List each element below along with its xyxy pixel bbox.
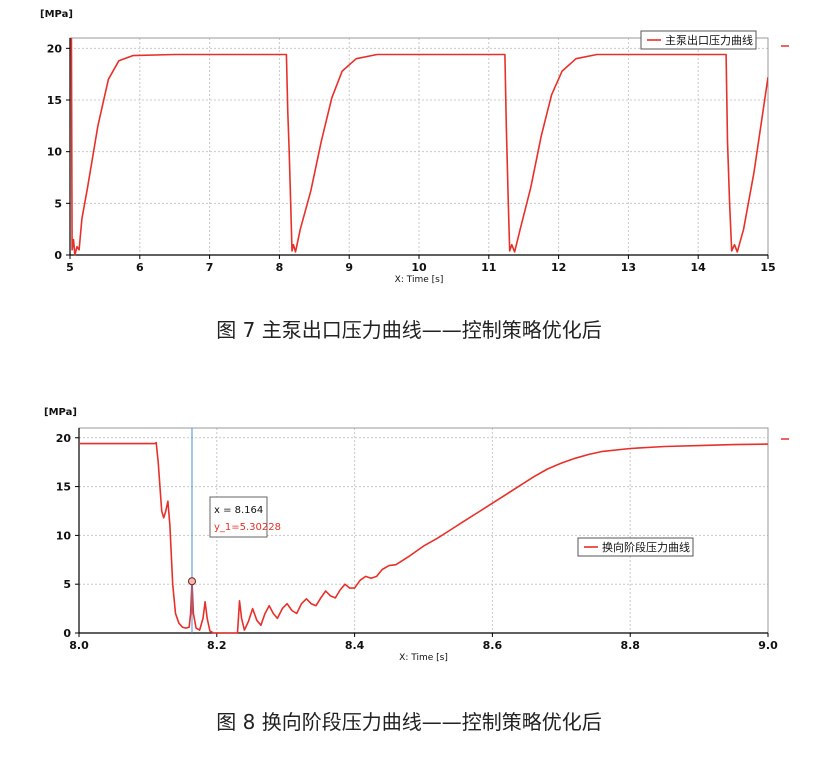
y-tick-label: 10 — [56, 529, 72, 542]
pressure-chart-switching-phase: 8.0 8.2 8.4 8.6 8.8 9.0 0 5 10 15 20 [MPa] X: Time [… — [0, 395, 818, 675]
figure-7-caption: 图 7 主泵出口压力曲线——控制策略优化后 — [216, 318, 602, 342]
series-line — [79, 441, 768, 634]
y-unit-label: [MPa] — [44, 407, 77, 418]
legend-label: 换向阶段压力曲线 — [602, 540, 690, 554]
plot-area — [79, 428, 768, 633]
x-tick-label: 8 — [276, 261, 284, 274]
cursor-y-readout: y_1=5.30228 — [214, 522, 281, 533]
x-tick-label: 7 — [206, 261, 214, 274]
x-tick-label: 8.8 — [620, 639, 640, 652]
x-axis-title: X: Time [s] — [395, 275, 444, 285]
y-tick-label: 10 — [47, 146, 63, 159]
x-tick-label: 10 — [411, 261, 427, 274]
x-tick-label: 8.4 — [345, 639, 365, 652]
cursor-readout-box — [209, 496, 268, 538]
x-tick-label: 9 — [345, 261, 353, 274]
x-tick-label: 8.2 — [207, 639, 227, 652]
x-tick-label: 9.0 — [758, 639, 778, 652]
legend-label: 主泵出口压力曲线 — [665, 33, 753, 47]
y-tick-label: 5 — [63, 578, 71, 591]
y-tick-label: 20 — [56, 432, 72, 445]
series-line — [70, 38, 768, 256]
x-tick-label: 6 — [136, 261, 144, 274]
x-tick-label: 14 — [691, 261, 707, 274]
cursor-x-readout: x = 8.164 — [214, 505, 263, 516]
figure-8-caption: 图 8 换向阶段压力曲线——控制策略优化后 — [216, 710, 602, 734]
x-tick-label: 5 — [66, 261, 74, 274]
x-tick-label: 11 — [481, 261, 496, 274]
series-group — [70, 38, 768, 256]
x-tick-label: 8.0 — [69, 639, 89, 652]
series-group — [79, 441, 768, 634]
legend-box — [577, 537, 694, 557]
pressure-chart-pump-outlet: 5 6 7 8 9 10 11 12 13 14 15 0 5 10 15 20 [MPa] X: Time [s… — [0, 0, 818, 300]
x-tick-label: 15 — [760, 261, 775, 274]
y-tick-label: 5 — [54, 197, 62, 210]
x-tick-label: 13 — [621, 261, 636, 274]
x-axis-title: X: Time [s] — [399, 653, 448, 663]
y-unit-label: [MPa] — [40, 9, 73, 20]
y-tick-label: 15 — [47, 94, 62, 107]
y-tick-label: 20 — [47, 42, 63, 55]
y-tick-label: 0 — [54, 249, 62, 262]
y-tick-label: 15 — [56, 481, 71, 494]
y-tick-label: 0 — [63, 627, 71, 640]
x-tick-label: 8.6 — [483, 639, 503, 652]
legend-box — [640, 30, 757, 50]
chart-2-svg: 8.0 8.2 8.4 8.6 8.8 9.0 0 5 10 15 20 [MPa] X: Time [… — [44, 407, 789, 663]
cursor-point — [187, 577, 196, 586]
x-tick-label: 12 — [551, 261, 566, 274]
